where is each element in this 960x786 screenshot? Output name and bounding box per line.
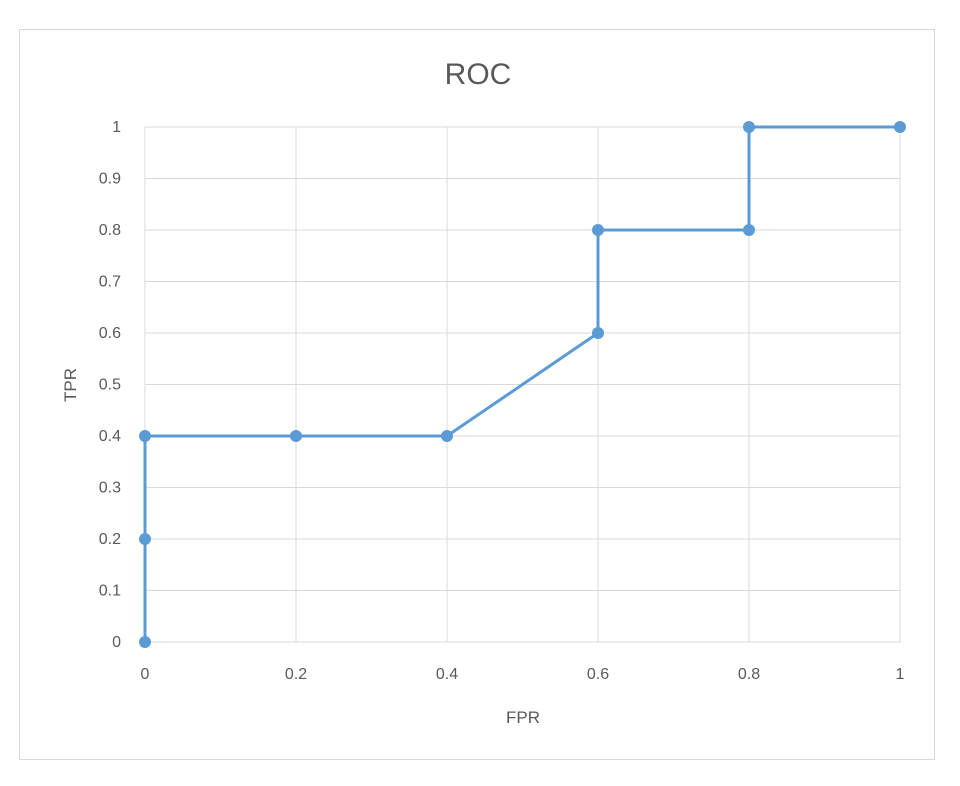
series-line-layer	[143, 125, 900, 642]
data-point	[743, 224, 755, 236]
data-point	[743, 121, 755, 133]
data-point	[139, 636, 151, 648]
data-points	[139, 121, 906, 648]
y-tick-label: 0.9	[99, 171, 121, 188]
y-tick-label: 1	[112, 119, 121, 136]
data-point	[592, 327, 604, 339]
chart-title: ROC	[445, 58, 512, 91]
y-axis-title: TPR	[61, 368, 80, 402]
x-tick-label: 0.8	[738, 666, 760, 683]
y-tick-label: 0.5	[99, 377, 121, 394]
y-tick-label: 0.3	[99, 480, 121, 497]
x-tick-labels: 0 0.2 0.4 0.6 0.8 1	[141, 666, 905, 683]
y-tick-label: 0.4	[99, 428, 121, 445]
x-axis-title: FPR	[506, 708, 540, 727]
data-point	[894, 121, 906, 133]
data-point	[290, 430, 302, 442]
x-tick-label: 1	[896, 666, 905, 683]
series-line	[143, 125, 900, 642]
data-point	[441, 430, 453, 442]
data-point	[592, 224, 604, 236]
y-tick-label: 0	[112, 634, 121, 651]
chart-frame	[19, 29, 935, 760]
x-tick-label: 0	[141, 666, 150, 683]
y-tick-labels: 0 0.1 0.2 0.3 0.4 0.5 0.6 0.7 0.8 0.9 1	[99, 119, 121, 651]
y-tick-label: 0.2	[99, 531, 121, 548]
y-tick-label: 0.1	[99, 583, 121, 600]
data-point	[139, 533, 151, 545]
x-tick-label: 0.4	[436, 666, 458, 683]
y-tick-label: 0.6	[99, 325, 121, 342]
y-tick-label: 0.7	[99, 274, 121, 291]
x-tick-label: 0.6	[587, 666, 609, 683]
x-tick-label: 0.2	[285, 666, 307, 683]
y-tick-label: 0.8	[99, 222, 121, 239]
gridlines	[144, 126, 901, 643]
data-point	[139, 430, 151, 442]
